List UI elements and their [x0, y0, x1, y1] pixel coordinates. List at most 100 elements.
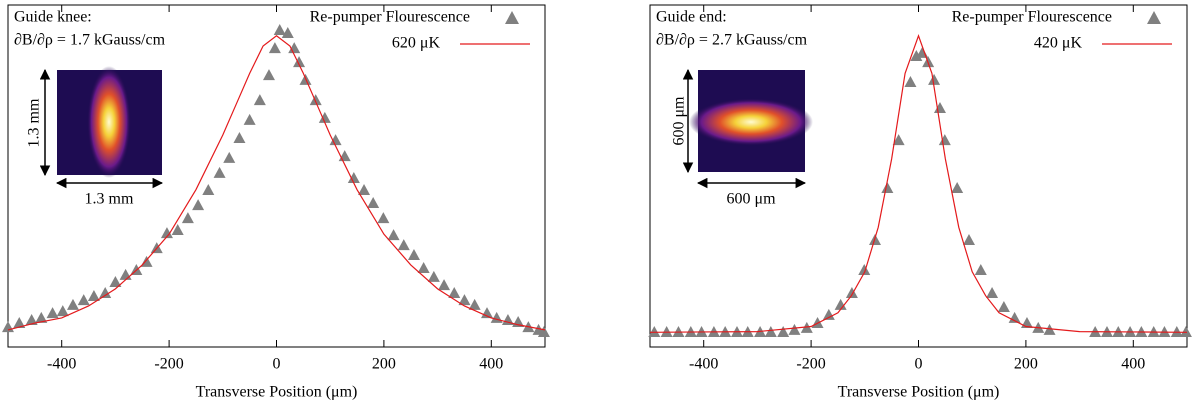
data-point: [13, 317, 26, 329]
data-point: [660, 325, 673, 337]
data-point: [253, 94, 266, 106]
x-axis-label: Transverse Position (μm): [838, 384, 1000, 401]
data-point: [904, 75, 917, 87]
data-point: [192, 199, 205, 211]
data-point: [233, 132, 246, 144]
data-point: [273, 23, 286, 35]
x-tick-label: -400: [47, 356, 76, 373]
data-point: [834, 298, 847, 310]
data-point: [1043, 323, 1056, 335]
x-tick-label: -400: [689, 356, 718, 373]
data-point: [293, 56, 306, 68]
x-tick-label: -200: [154, 356, 183, 373]
annotation: Guide end:: [656, 9, 727, 26]
data-point: [501, 313, 514, 325]
data-point: [309, 94, 322, 106]
data-point: [281, 27, 294, 39]
annotation: ∂B/∂ρ = 2.7 kGauss/cm: [656, 32, 808, 49]
legend-label: Re-pumper Flourescence: [952, 9, 1112, 26]
data-point: [427, 270, 440, 282]
data-point: [367, 197, 380, 209]
data-point: [916, 46, 929, 58]
inset-left: [39, 66, 164, 189]
data-point: [845, 286, 858, 298]
data-point: [358, 184, 371, 196]
x-tick-label: 0: [273, 356, 281, 373]
data-point: [46, 307, 59, 319]
data-point: [1008, 311, 1021, 323]
fit-line: [7, 35, 546, 331]
data-point: [1179, 325, 1192, 337]
data-point: [56, 305, 69, 317]
data-point: [160, 227, 173, 239]
data-point: [910, 49, 923, 61]
data-point: [672, 325, 685, 337]
data-point: [318, 111, 331, 123]
data-point: [892, 134, 905, 146]
data-point: [243, 113, 256, 125]
data-point: [933, 101, 946, 113]
x-tick-label: 0: [915, 356, 923, 373]
fit-line: [649, 33, 1188, 333]
data-point: [77, 294, 90, 306]
data-point: [881, 181, 894, 193]
data-point: [397, 239, 410, 251]
data-point: [202, 184, 215, 196]
data-point: [288, 42, 301, 54]
data-point: [109, 276, 122, 288]
data-point: [99, 286, 112, 298]
data-point: [951, 181, 964, 193]
data-point: [2, 321, 14, 333]
inset-label: 1.3 mm: [85, 191, 134, 208]
data-point: [648, 325, 661, 337]
data-point: [788, 323, 801, 335]
data-point: [25, 313, 38, 325]
data-point: [181, 212, 194, 224]
data-point: [962, 233, 975, 245]
x-axis-label: Transverse Position (μm): [196, 384, 358, 401]
inset-label: 600 μm: [671, 96, 688, 146]
data-point: [822, 308, 835, 320]
data-point: [468, 298, 481, 310]
data-point: [223, 151, 236, 163]
data-point: [262, 69, 275, 81]
inset-right: [682, 68, 813, 189]
x-tick-label: 400: [479, 356, 503, 373]
data-point: [66, 298, 79, 310]
legend-label: 620 μK: [392, 35, 441, 52]
inset-label: 600 μm: [726, 191, 776, 208]
data-point: [1158, 325, 1171, 337]
data-point: [986, 286, 999, 298]
data-point: [481, 307, 494, 319]
data-point: [407, 249, 420, 261]
legend-label: 420 μK: [1034, 35, 1083, 52]
data-point: [268, 42, 281, 54]
inset-label: 1.3 mm: [26, 98, 43, 147]
data-point: [858, 264, 871, 276]
data-point: [417, 261, 430, 273]
data-point: [1147, 325, 1160, 337]
annotation: ∂B/∂ρ = 1.7 kGauss/cm: [14, 32, 166, 49]
data-point: [171, 224, 184, 236]
data-point: [347, 172, 360, 184]
data-point: [213, 166, 226, 178]
x-tick-label: 400: [1121, 356, 1145, 373]
legend-swatch: [1147, 11, 1161, 24]
data-point: [87, 290, 100, 302]
legend-label: Re-pumper Flourescence: [310, 9, 470, 26]
data-point: [764, 325, 777, 337]
data-point: [377, 212, 390, 224]
data-point: [119, 268, 132, 280]
x-tick-label: 200: [1014, 356, 1038, 373]
data-point: [458, 294, 471, 306]
data-point: [438, 279, 451, 291]
data-point: [938, 134, 951, 146]
x-tick-label: -200: [796, 356, 825, 373]
x-tick-label: 200: [372, 356, 396, 373]
annotation: Guide knee:: [14, 9, 92, 26]
data-point: [35, 311, 48, 323]
data-point: [777, 325, 790, 337]
legend-swatch: [505, 11, 519, 24]
data-point: [974, 264, 987, 276]
